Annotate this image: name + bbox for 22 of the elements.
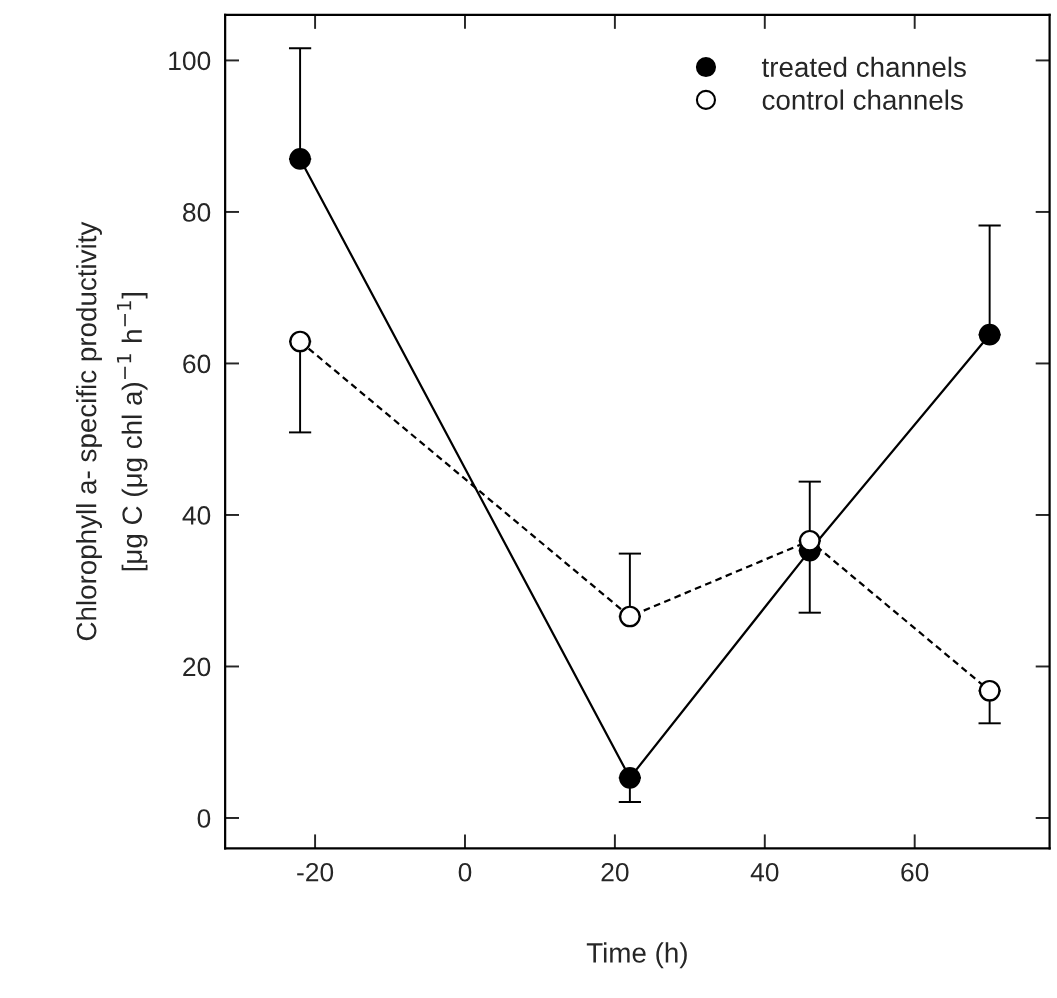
point [978,323,1001,346]
y-tick-label: 60 [183,354,211,374]
legend-label: treated channels [761,56,966,78]
point [619,605,641,628]
legend-label: control channels [762,89,963,110]
x-tick-label: 60 [901,862,929,882]
x-tick-label: 40 [750,862,779,882]
point [289,330,311,353]
point [289,148,311,170]
x-tick-label: 20 [601,862,629,882]
x-tick-label: 0 [458,862,472,882]
point [619,767,641,789]
x-tick-label: -20 [297,862,334,882]
point [798,529,821,552]
y-tick-label: 40 [182,506,211,525]
y-tick-label: 20 [183,657,211,677]
y-tick-label: 80 [183,203,211,222]
x-axis-title: Time (h) [586,942,687,969]
y-axis-title: Chlorophyll a- specific productivity [μg C (μg chl a)$^{−1}$ h$^{−1}$] [76,221,148,641]
point [978,679,1001,702]
y-tick-label: 100 [169,51,211,71]
y-tick-label: 0 [197,809,211,828]
